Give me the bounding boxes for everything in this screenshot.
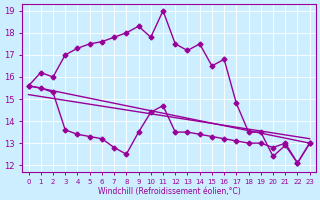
X-axis label: Windchill (Refroidissement éolien,°C): Windchill (Refroidissement éolien,°C)	[98, 187, 241, 196]
